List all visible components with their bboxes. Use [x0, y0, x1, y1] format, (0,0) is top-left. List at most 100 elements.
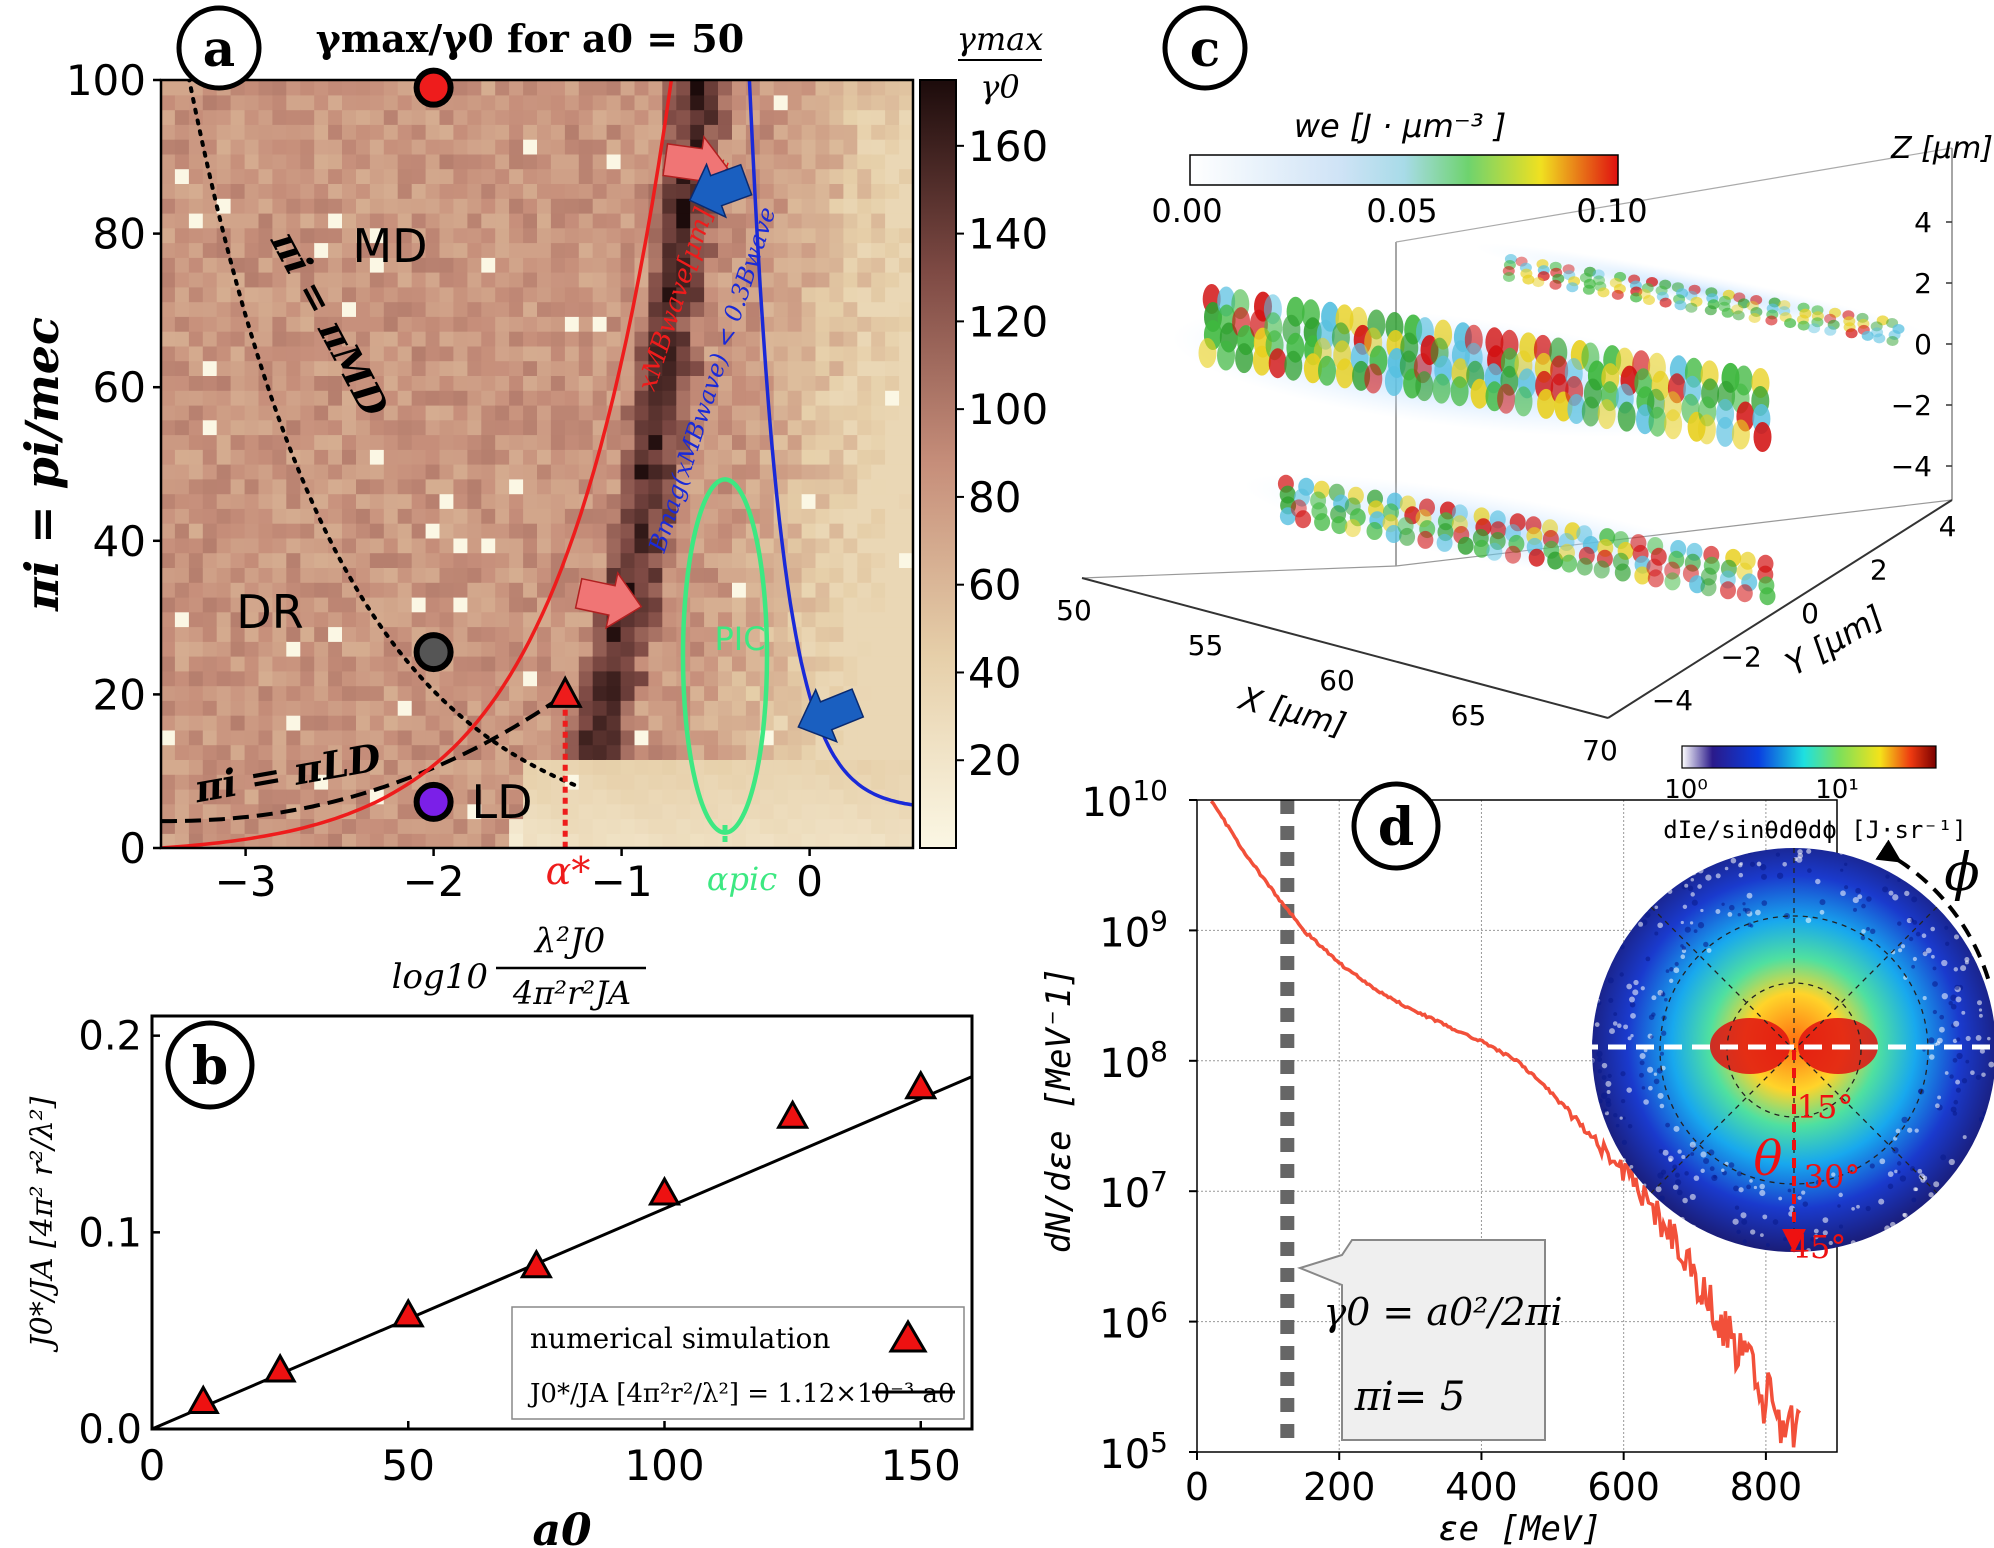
heatmap-cell — [885, 596, 900, 613]
heatmap-cell — [188, 242, 204, 258]
speckle-dot — [1917, 1168, 1923, 1174]
heatmap-cell — [871, 242, 886, 258]
heatmap-cell — [495, 552, 510, 568]
heatmap-cell — [216, 272, 232, 288]
speckle-dot — [1729, 904, 1735, 911]
heatmap-cell — [537, 567, 552, 583]
heatmap-cell — [342, 523, 357, 539]
heatmap-cell — [244, 774, 260, 790]
heatmap-cell — [383, 582, 399, 598]
simulation-point — [263, 1352, 297, 1383]
heatmap-cell — [467, 183, 482, 199]
heatmap-cell — [899, 124, 913, 140]
heatmap-cell — [523, 582, 538, 598]
heatmap-cell — [634, 744, 649, 760]
heatmap-cell — [523, 124, 538, 140]
heatmap-cell — [773, 700, 789, 716]
heatmap-cell — [174, 360, 190, 376]
heatmap-cell — [328, 301, 343, 317]
heatmap-cell — [704, 301, 719, 317]
heatmap-cell — [258, 508, 273, 524]
heatmap-cell — [383, 759, 399, 775]
heatmap-cell — [899, 390, 913, 406]
heatmap-cell — [885, 464, 900, 480]
heatmap-cell — [899, 464, 913, 480]
heatmap-cell — [606, 788, 622, 805]
speckle-dot — [1760, 1233, 1764, 1237]
wall-projection-blob — [1765, 315, 1778, 326]
heatmap-cell — [202, 670, 218, 687]
heatmap-cell — [676, 301, 691, 317]
speckle-dot — [1672, 1164, 1678, 1170]
speckle-dot — [1761, 900, 1768, 906]
panel-c-z-axis-label: Z [μm] — [1890, 131, 1993, 166]
heatmap-cell — [314, 257, 329, 273]
speckle-dot — [1737, 1171, 1742, 1177]
speckle-dot — [1627, 1123, 1633, 1129]
heatmap-cell — [634, 656, 649, 672]
heatmap-cell — [815, 124, 830, 140]
heatmap-cell — [732, 109, 747, 125]
heatmap-cell — [885, 611, 900, 628]
heatmap-cell — [620, 227, 636, 244]
volume-blob — [1217, 340, 1235, 371]
heatmap-cell — [202, 596, 218, 613]
heatmap-cell — [759, 508, 775, 524]
marker-triangle — [547, 675, 583, 708]
heatmap-cell — [161, 582, 176, 598]
heatmap-cell — [356, 715, 371, 731]
heatmap-cell — [369, 139, 385, 155]
heatmap-cell — [300, 198, 315, 214]
heatmap-cell — [843, 788, 858, 805]
heatmap-cell — [606, 537, 622, 554]
heatmap-cell — [397, 508, 413, 524]
heatmap-cell — [411, 508, 427, 524]
wall-projection-blob — [1630, 292, 1643, 303]
heatmap-cell — [481, 257, 496, 273]
heatmap-cell — [481, 818, 496, 834]
heatmap-cell — [899, 331, 913, 347]
heatmap-cell — [286, 212, 301, 229]
heatmap-cell — [509, 788, 524, 805]
heatmap-cell — [202, 360, 218, 376]
speckle-dot — [1684, 883, 1689, 888]
heatmap-cell — [564, 212, 580, 229]
heatmap-cell — [634, 345, 649, 362]
heatmap-cell — [342, 242, 357, 258]
heatmap-cell — [690, 567, 705, 583]
heatmap-cell — [202, 611, 218, 628]
heatmap-cell — [732, 611, 747, 628]
heatmap-cell — [369, 478, 385, 495]
wall-projection-blob — [1704, 305, 1717, 316]
speckle-dot — [1601, 1062, 1608, 1069]
heatmap-cell — [704, 744, 719, 760]
heatmap-cell — [537, 212, 552, 229]
heatmap-cell — [328, 759, 343, 775]
heatmap-cell — [773, 316, 789, 332]
heatmap-cell — [314, 641, 329, 657]
heatmap-cell — [732, 198, 747, 214]
heatmap-cell — [704, 567, 719, 583]
heatmap-cell — [411, 404, 427, 421]
heatmap-cell — [620, 478, 636, 495]
heatmap-cell — [174, 464, 190, 480]
panel-c-cbar-tick-2: 0.10 — [1576, 192, 1647, 230]
speckle-dot — [1732, 1218, 1739, 1225]
heatmap-cell — [773, 375, 789, 391]
heatmap-cell — [188, 449, 204, 465]
heatmap-cell — [815, 375, 830, 391]
heatmap-cell — [356, 80, 371, 96]
heatmap-cell — [773, 345, 789, 362]
speckle-dot — [1775, 852, 1781, 857]
heatmap-cell — [592, 360, 608, 376]
heatmap-cell — [411, 390, 427, 406]
heatmap-cell — [857, 626, 872, 642]
heatmap-cell — [662, 523, 677, 539]
heatmap-cell — [564, 611, 580, 628]
heatmap-cell — [161, 390, 176, 406]
volume-blob — [1753, 422, 1772, 452]
speckle-dot — [1619, 1116, 1623, 1120]
wall-projection-blob — [1829, 307, 1841, 318]
heatmap-cell — [592, 257, 608, 273]
panel-d-inset-colorbar — [1681, 745, 1937, 769]
